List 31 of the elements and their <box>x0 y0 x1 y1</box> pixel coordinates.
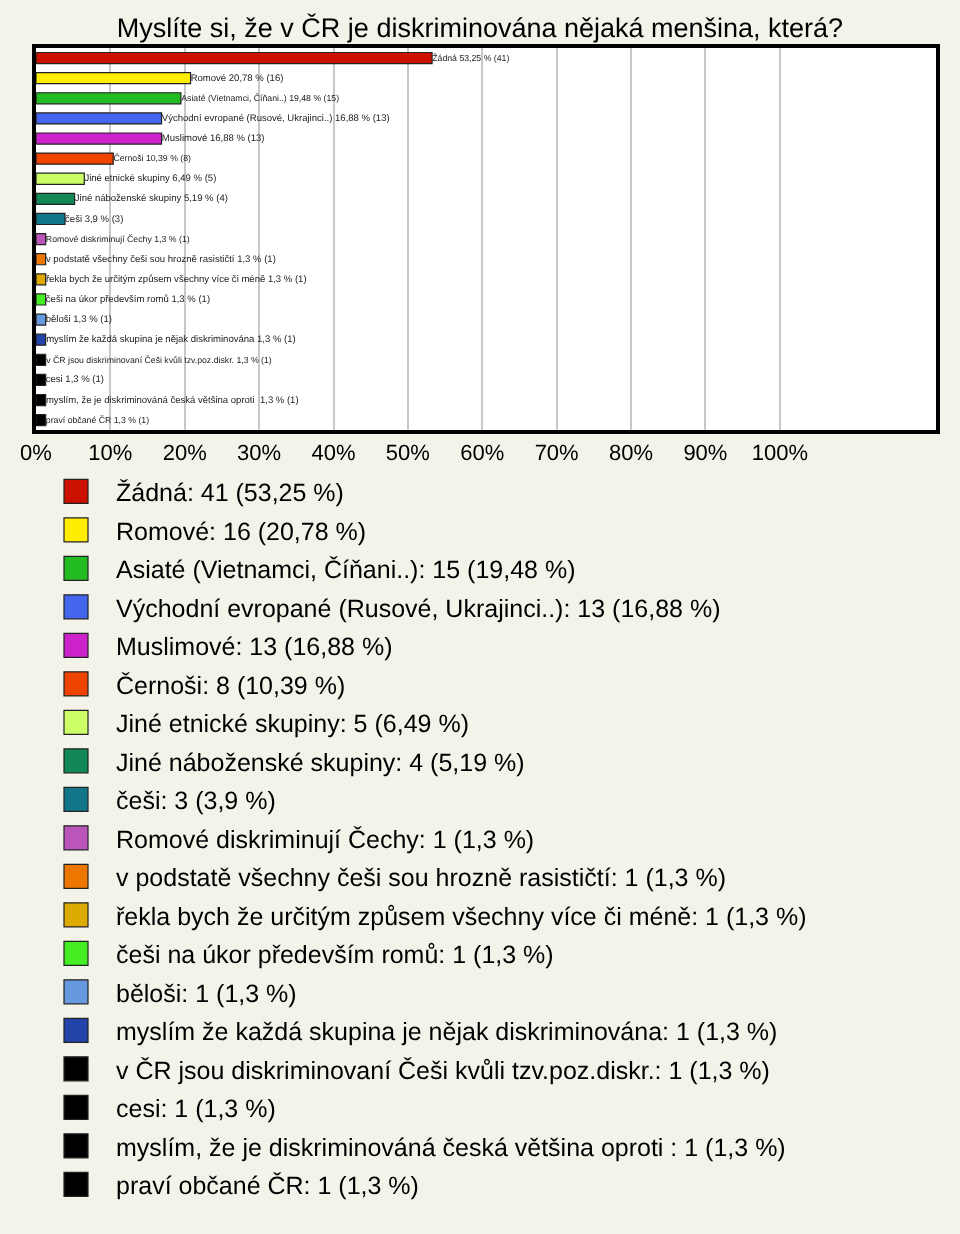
legend-label: myslím, že je diskriminováná česká většina oproti : 1 (1,3 %) <box>116 1133 786 1162</box>
x-tick-label: 60% <box>460 442 505 467</box>
legend-label: cesi: 1 (1,3 %) <box>116 1095 276 1124</box>
legend-label: češi: 3 (3,9 %) <box>116 787 276 816</box>
x-tick-label: 50% <box>385 442 431 467</box>
legend-label: v ČR jsou diskriminovaní Češi kvůli tzv.poz.diskr.: 1 (1,3 %) <box>116 1056 770 1085</box>
legend-label: češi na úkor především romů: 1 (1,3 %) <box>116 941 554 970</box>
legend-label: Romové diskriminují Čechy: 1 (1,3 %) <box>116 825 535 854</box>
x-tick-label: 40% <box>311 442 356 467</box>
x-tick-label: 0% <box>20 442 53 467</box>
x-tick-label: 20% <box>162 442 208 467</box>
legend-label: myslím že každá skupina je nějak diskriminována: 1 (1,3 %) <box>116 1018 778 1047</box>
legend-label: Jiné etnické skupiny: 5 (6,49 %) <box>116 710 469 739</box>
x-tick-label: 80% <box>609 442 654 467</box>
legend-label: praví občané ČR: 1 (1,3 %) <box>116 1172 419 1201</box>
legend-label: Jiné náboženské skupiny: 4 (5,19 %) <box>116 748 525 777</box>
x-tick-label: 30% <box>237 442 282 467</box>
x-tick-label: 90% <box>683 442 728 467</box>
legend-label: Romové: 16 (20,78 %) <box>116 517 367 546</box>
legend-label: Černoši: 8 (10,39 %) <box>116 671 346 700</box>
x-tick-label: 70% <box>534 442 580 467</box>
legend-label: Muslimové: 13 (16,88 %) <box>116 633 393 662</box>
legend-label: Východní evropané (Rusové, Ukrajinci..): 13 (16,88 %) <box>116 594 721 623</box>
legend-label: řekla bych že určitým způsem všechny více či méně: 1 (1,3 %) <box>116 902 807 931</box>
x-tick-label: 10% <box>88 442 133 467</box>
legend-label: v podstatě všechny češi sou hrozně rasističtí: 1 (1,3 %) <box>116 864 726 893</box>
legend-label: běloši: 1 (1,3 %) <box>116 979 297 1008</box>
x-tick-label: 100% <box>751 442 809 467</box>
chart-title: Myslíte si, že v ČR je diskriminována nějaká menšina, která? <box>116 13 844 44</box>
legend-label: Žádná: 41 (53,25 %) <box>116 479 344 508</box>
legend-label: Asiaté (Vietnamci, Číňani..): 15 (19,48 %) <box>116 556 576 585</box>
